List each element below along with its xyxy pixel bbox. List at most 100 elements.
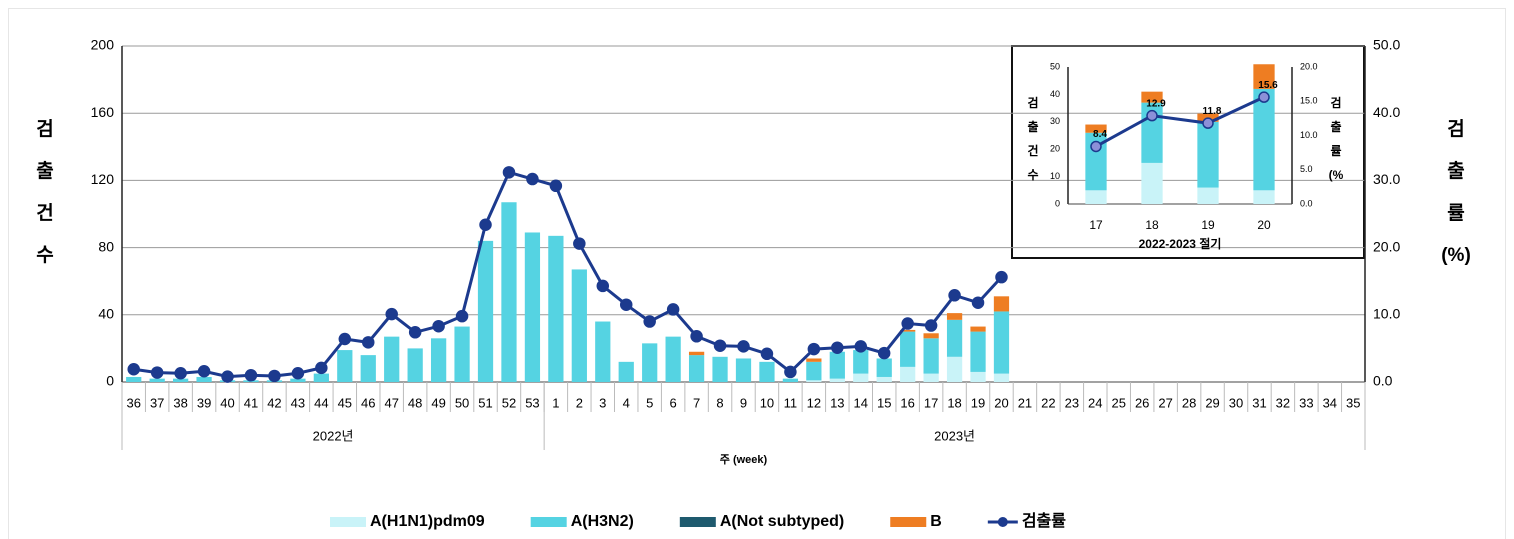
x-tick-label: 18 — [1145, 218, 1159, 232]
x-tick-label: 39 — [197, 395, 211, 410]
bar — [782, 378, 799, 382]
x-tick-label: 51 — [478, 395, 492, 410]
y2-tick-label: 15.0 — [1300, 96, 1318, 106]
bar — [900, 329, 916, 332]
bar — [688, 355, 705, 382]
legend-label: 검출률 — [1022, 511, 1066, 530]
bar — [430, 338, 447, 382]
bar — [900, 331, 916, 367]
line-marker — [549, 179, 563, 193]
x-tick-label: 11 — [784, 395, 798, 410]
x-tick-label: 19 — [1201, 218, 1215, 232]
line-marker — [291, 367, 305, 380]
x-tick-label: 46 — [361, 395, 375, 410]
bar — [806, 358, 822, 362]
y-tick-label: 160 — [91, 104, 115, 120]
x-tick-label: 33 — [1299, 395, 1313, 410]
x-tick-label: 42 — [267, 395, 281, 410]
bar — [806, 380, 822, 382]
x-tick-label: 28 — [1182, 395, 1196, 410]
x-tick-label: 43 — [291, 395, 305, 410]
bar — [407, 348, 423, 382]
line-marker — [807, 342, 821, 356]
line-marker — [479, 218, 492, 232]
x-tick-label: 14 — [854, 395, 868, 410]
x-tick-label: 25 — [1112, 395, 1126, 410]
x-tick-label: 50 — [455, 395, 469, 410]
bar — [1141, 162, 1163, 204]
y-tick-label: 10 — [1050, 171, 1060, 181]
line-marker — [221, 370, 234, 383]
x-tick-label: 34 — [1323, 395, 1337, 410]
x-tick-label: 8 — [716, 395, 723, 410]
bar — [1141, 91, 1163, 103]
line-marker — [737, 340, 750, 353]
bar — [806, 361, 822, 381]
x-tick-label: 49 — [431, 395, 445, 410]
x-tick-label: 38 — [173, 395, 187, 410]
x-tick-label: 7 — [693, 395, 700, 410]
line-marker — [1258, 91, 1270, 103]
bar — [993, 311, 1010, 374]
data-label: 12.9 — [1146, 98, 1166, 109]
bar — [126, 376, 142, 382]
bar — [900, 366, 916, 382]
bar — [665, 336, 681, 382]
bar — [173, 378, 189, 382]
line-marker — [174, 367, 187, 380]
x-tick-label: 41 — [244, 395, 258, 410]
bar — [454, 326, 470, 382]
line — [1095, 95, 1265, 148]
y2-tick-label: 50.0 — [1373, 37, 1400, 53]
line-marker — [502, 166, 516, 179]
bar — [1085, 124, 1107, 133]
x-axis-label: 주 (week) — [720, 453, 768, 466]
y-tick-label: 50 — [1050, 61, 1060, 71]
x-tick-label: 21 — [1018, 395, 1032, 410]
axis-label: 검 출 률 (%) — [1441, 118, 1471, 266]
line-marker — [643, 315, 656, 328]
legend-swatch — [679, 517, 716, 527]
x-tick-label: 45 — [338, 395, 352, 410]
x-tick-label: 17 — [1089, 218, 1103, 232]
line-marker — [1202, 117, 1214, 129]
x-tick-label: 30 — [1229, 395, 1243, 410]
bar — [290, 378, 306, 382]
line-marker — [127, 362, 140, 376]
legend-swatch — [997, 517, 1008, 527]
y2-tick-label: 20.0 — [1373, 238, 1400, 254]
bar — [970, 326, 986, 332]
inset-frame — [1011, 45, 1365, 259]
line-marker — [924, 319, 938, 332]
line-marker — [713, 339, 727, 352]
line-marker — [1090, 140, 1102, 153]
x-tick-label: 3 — [599, 395, 606, 410]
bar — [829, 351, 845, 379]
x-tick-label: 17 — [924, 395, 938, 410]
x-tick-label: 9 — [740, 395, 747, 410]
bar — [993, 373, 1010, 382]
x-tick-label: 36 — [126, 395, 140, 410]
year-label: 2023년 — [934, 428, 975, 443]
line-marker — [690, 330, 703, 343]
x-tick-label: 47 — [384, 395, 398, 410]
x-tick-label: 13 — [830, 395, 844, 410]
bar — [970, 331, 986, 372]
line-marker — [784, 365, 797, 379]
bar — [876, 376, 892, 382]
axis-label: 검 출 률 (% — [1329, 95, 1344, 182]
legend-label: A(H1N1)pdm09 — [370, 513, 485, 530]
line-marker — [197, 364, 211, 378]
bar — [1197, 187, 1219, 204]
x-tick-label: 52 — [502, 395, 516, 410]
bar — [829, 378, 845, 382]
data-label: 8.4 — [1093, 129, 1107, 140]
x-tick-label: 5 — [646, 395, 653, 410]
bar — [923, 373, 939, 382]
line-marker — [268, 369, 281, 383]
bar — [759, 361, 775, 382]
x-axis-label: 2022-2023 절기 — [1139, 236, 1222, 251]
line-marker — [1146, 109, 1158, 122]
